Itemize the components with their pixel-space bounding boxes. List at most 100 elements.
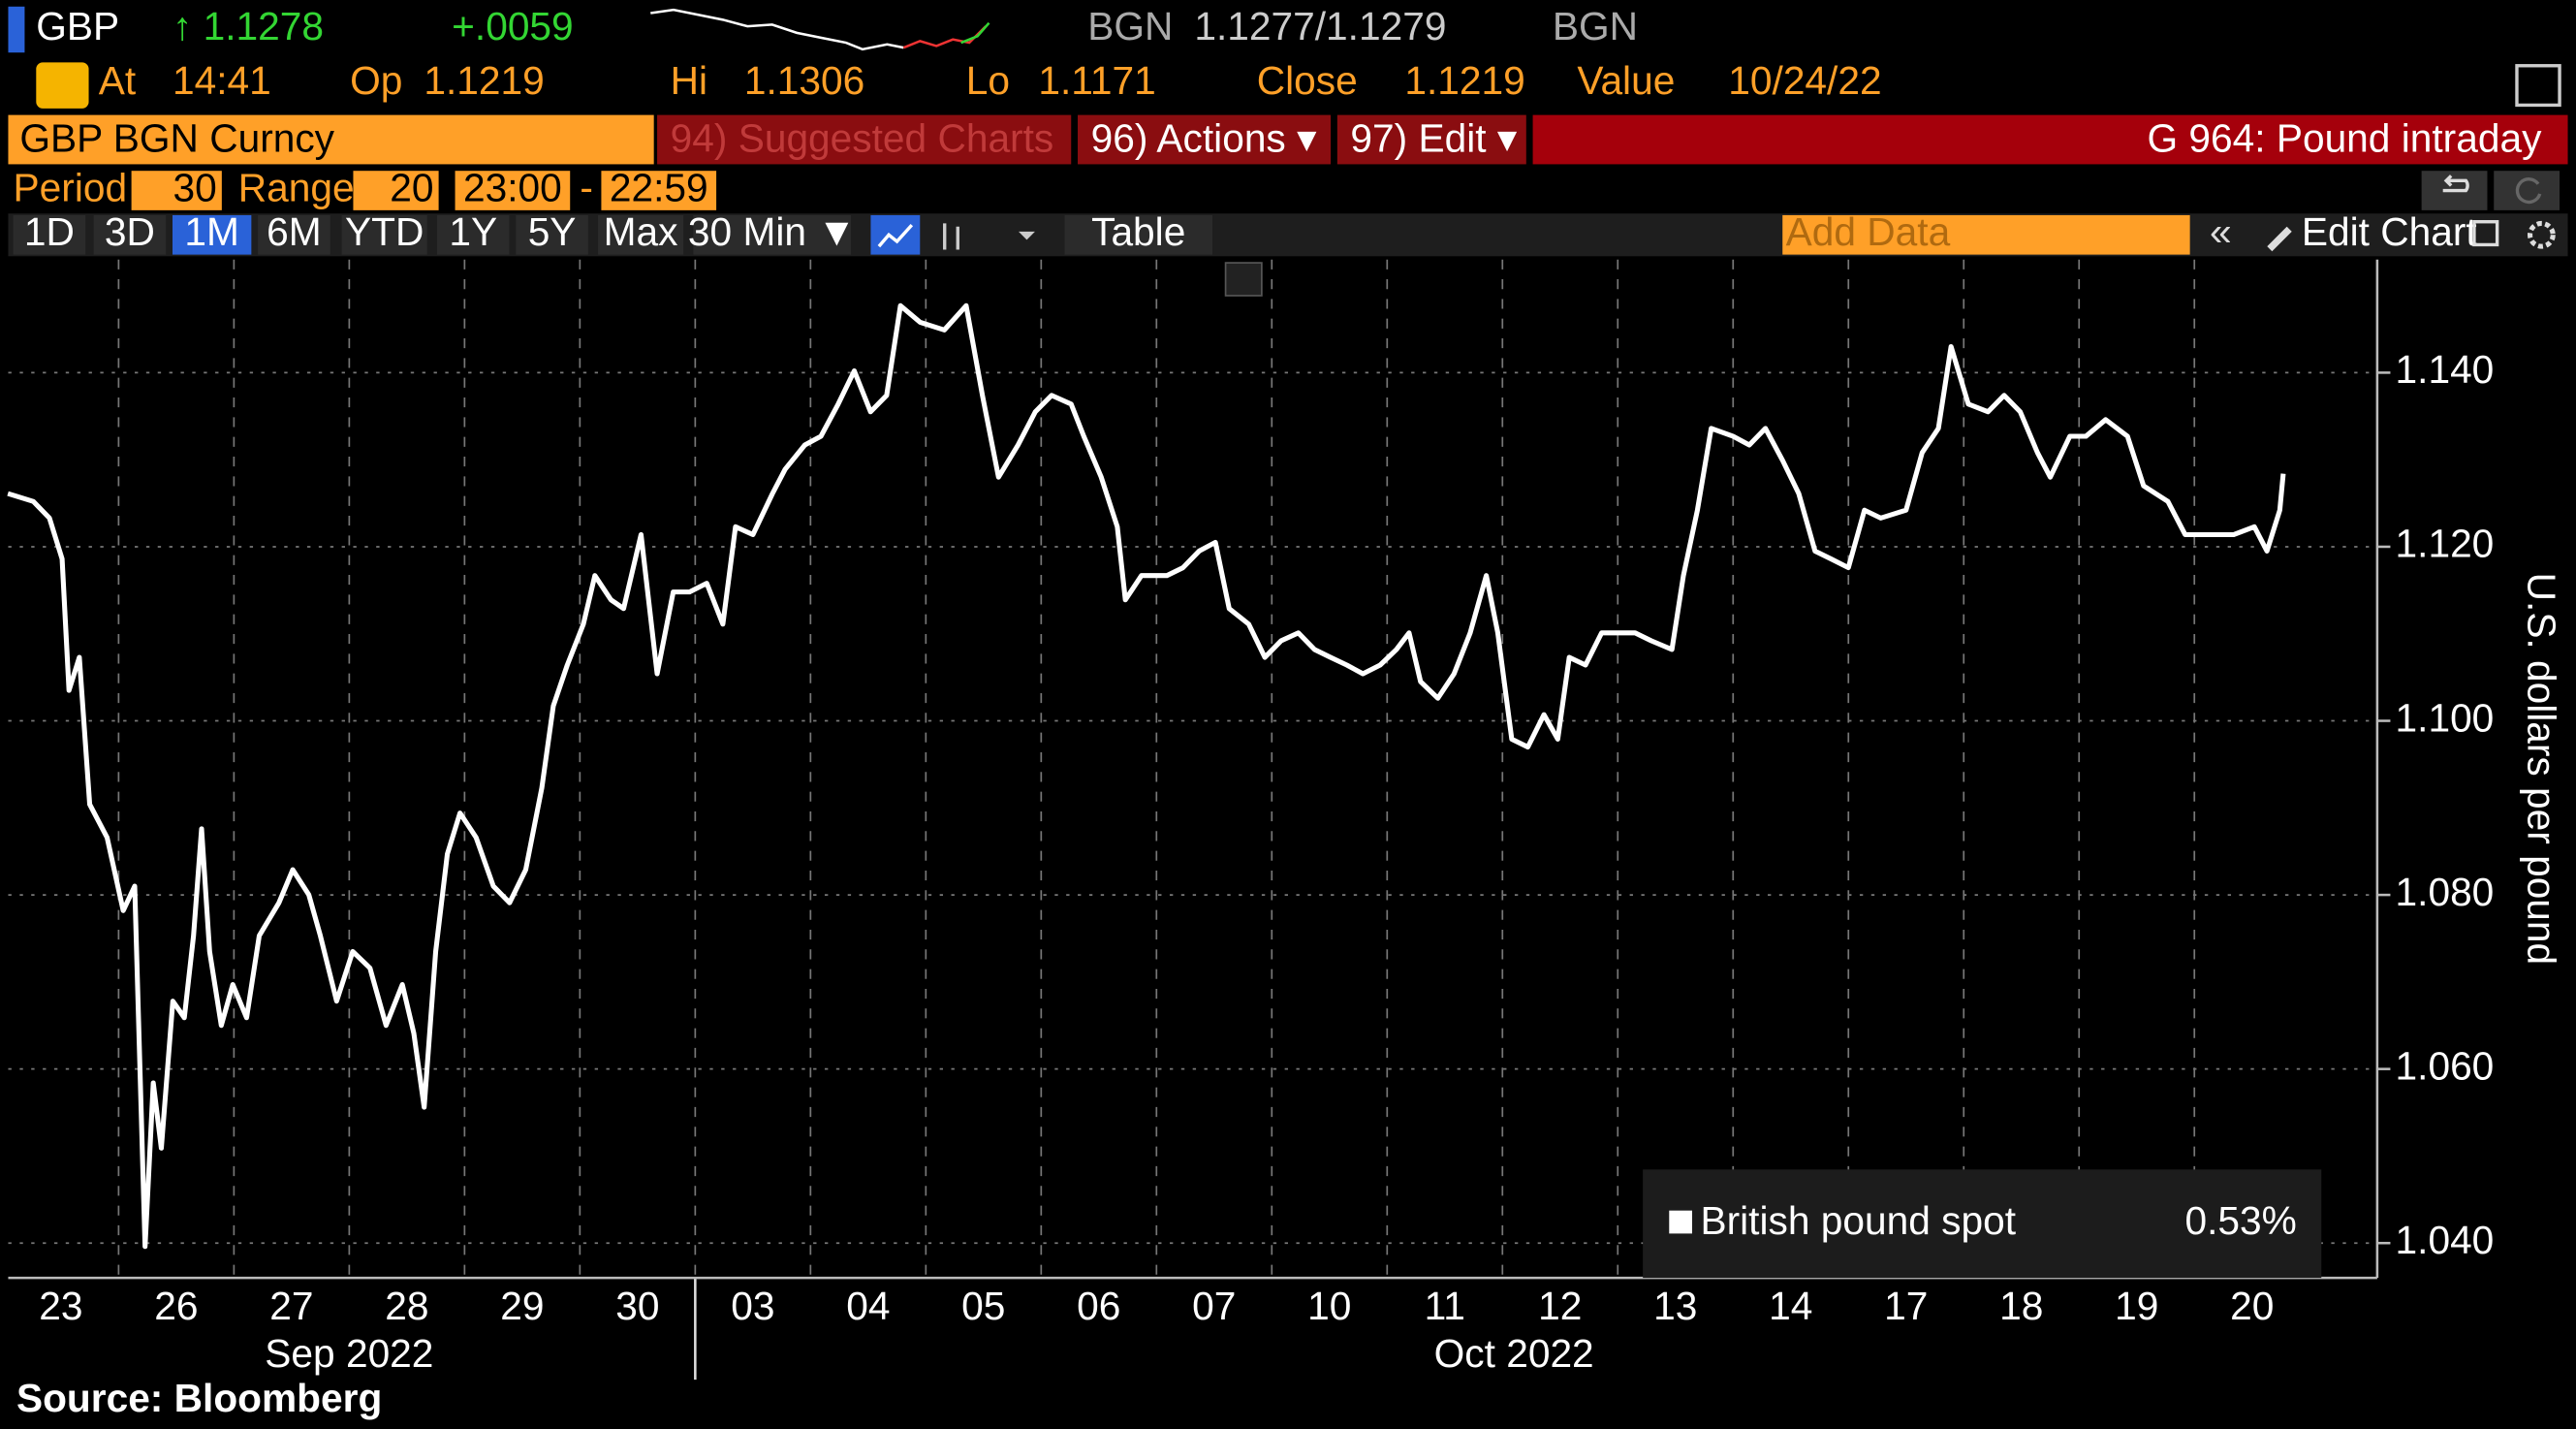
- y-axis-title: U.S. dollars per pound: [2519, 573, 2563, 965]
- line-chart-button[interactable]: [870, 214, 921, 255]
- toolbar-button[interactable]: [693, 214, 852, 255]
- x-tick-label: 27: [269, 1284, 313, 1328]
- ticker-marker: [8, 6, 25, 53]
- sparkline-green: [960, 21, 990, 45]
- x-tick-label: 14: [1769, 1284, 1812, 1328]
- end-time: 22:59: [610, 165, 708, 209]
- x-tick-label: 05: [961, 1284, 1005, 1328]
- period-box[interactable]: [131, 171, 222, 210]
- month-label: Oct 2022: [1434, 1331, 1594, 1376]
- quote-label: At: [99, 58, 136, 103]
- x-tick-label: 28: [385, 1284, 428, 1328]
- net-change: +.0059: [452, 4, 574, 48]
- toolbar-button[interactable]: [172, 214, 252, 255]
- range-box[interactable]: [353, 171, 439, 210]
- quote-row: At 14:41 Op 1.1219 Hi 1.1306 Lo 1.1171 Close 1.12…: [99, 58, 1882, 103]
- redo-button[interactable]: [2494, 171, 2560, 210]
- sparkline-red: [902, 25, 987, 49]
- toolbar-button[interactable]: [93, 214, 167, 255]
- toolbar-label: 1D: [24, 209, 75, 254]
- quote-label: Lo: [966, 58, 1010, 103]
- legend: [1643, 1169, 2322, 1279]
- suggested-label: 94) Suggested Charts: [671, 115, 1054, 160]
- actions-button[interactable]: [1078, 114, 1332, 165]
- y-tick-label: 1.060: [2396, 1043, 2495, 1088]
- period: 30: [173, 165, 217, 209]
- toolbar-button[interactable]: [258, 214, 330, 255]
- add-data-box[interactable]: [1782, 214, 2190, 255]
- end-box[interactable]: [601, 171, 717, 210]
- range-separator: -: [580, 165, 593, 209]
- toolbar-button[interactable]: [598, 214, 684, 255]
- chart-type-icon[interactable]: [1224, 262, 1263, 297]
- price-line: [7, 302, 2286, 1250]
- x-tick-label: 12: [1538, 1284, 1582, 1328]
- x-tick-label: 03: [731, 1284, 774, 1328]
- edit-chart[interactable]: Edit Chart: [2302, 209, 2477, 254]
- quote-value: 1.1219: [1404, 58, 1524, 103]
- gauge-icon[interactable]: [36, 62, 89, 109]
- start-box[interactable]: [455, 171, 571, 210]
- bar-chart-icon[interactable]: [943, 223, 959, 250]
- y-tick-label: 1.140: [2396, 347, 2495, 392]
- toolbar-button[interactable]: [436, 214, 510, 255]
- edit-button[interactable]: [1336, 114, 1526, 165]
- range: 20: [390, 165, 433, 209]
- legend-swatch: [1669, 1210, 1693, 1234]
- x-tick-label: 04: [846, 1284, 890, 1328]
- page-title-bar: [1532, 114, 2568, 165]
- toolbar-label: Table: [1091, 209, 1185, 254]
- line-chart-icon: [877, 223, 914, 248]
- redo-icon: [2515, 177, 2542, 205]
- expand-icon[interactable]: [2515, 64, 2561, 108]
- x-tick-label: 18: [1999, 1284, 2043, 1328]
- toolbar-label: 6M: [267, 209, 321, 254]
- bid-ask: 1.1277/1.1279: [1194, 4, 1446, 48]
- quote-label: Close: [1257, 58, 1358, 103]
- annotate-icon[interactable]: [2472, 220, 2499, 247]
- toolbar-button[interactable]: [516, 214, 588, 255]
- x-tick-label: 06: [1077, 1284, 1120, 1328]
- x-tick-label: 19: [2115, 1284, 2158, 1328]
- month-label: Sep 2022: [265, 1331, 433, 1376]
- x-tick-label: 26: [154, 1284, 198, 1328]
- collapse-icon[interactable]: «: [2210, 209, 2232, 254]
- undo-icon: [2442, 175, 2469, 193]
- x-tick-label: 07: [1192, 1284, 1236, 1328]
- legend-label: British pound spot: [1700, 1198, 2016, 1243]
- start-time: 23:00: [463, 165, 562, 209]
- security-box[interactable]: [8, 114, 654, 165]
- quote-label: Value: [1577, 58, 1675, 103]
- ticker: GBP: [36, 4, 119, 48]
- quote-value: 1.1219: [424, 58, 544, 103]
- toolbar-buttons: 1D 3D 1M 6M YTD 1Y 5Y Max 30 Min ▼ Table: [13, 209, 1213, 255]
- toolbar-button[interactable]: [13, 214, 86, 255]
- toolbar-button[interactable]: [341, 214, 427, 255]
- quote-value: 10/24/22: [1728, 58, 1881, 103]
- source: BGN: [1087, 4, 1173, 48]
- dropdown-icon[interactable]: [1018, 231, 1035, 240]
- toolbar-label: 5Y: [528, 209, 577, 254]
- y-tick-label: 1.040: [2396, 1218, 2495, 1262]
- x-tick-label: 10: [1307, 1284, 1351, 1328]
- page-title: G 964: Pound intraday: [2147, 115, 2542, 160]
- x-tick-label: 29: [500, 1284, 544, 1328]
- quote-label: Hi: [671, 58, 707, 103]
- suggested-button[interactable]: [657, 114, 1072, 165]
- legend-change: 0.53%: [2185, 1198, 2297, 1243]
- y-tick-label: 1.080: [2396, 870, 2495, 914]
- toolbar-label: 1Y: [449, 209, 497, 254]
- range-label: Range: [238, 165, 355, 209]
- edit-label: 97) Edit ▾: [1350, 115, 1517, 160]
- toolbar-button[interactable]: [1064, 214, 1213, 255]
- source-note: Source: Bloomberg: [16, 1376, 382, 1420]
- x-tick-label: 20: [2230, 1284, 2274, 1328]
- settings-icon[interactable]: [2527, 220, 2556, 249]
- last-price: ↑ 1.1278: [173, 4, 324, 48]
- add-data: Add Data: [1786, 209, 1951, 254]
- toolbar-label: YTD: [345, 209, 424, 254]
- x-tick-label: 17: [1884, 1284, 1928, 1328]
- quote-value: 1.1306: [744, 58, 864, 103]
- pencil-icon: [2267, 226, 2292, 252]
